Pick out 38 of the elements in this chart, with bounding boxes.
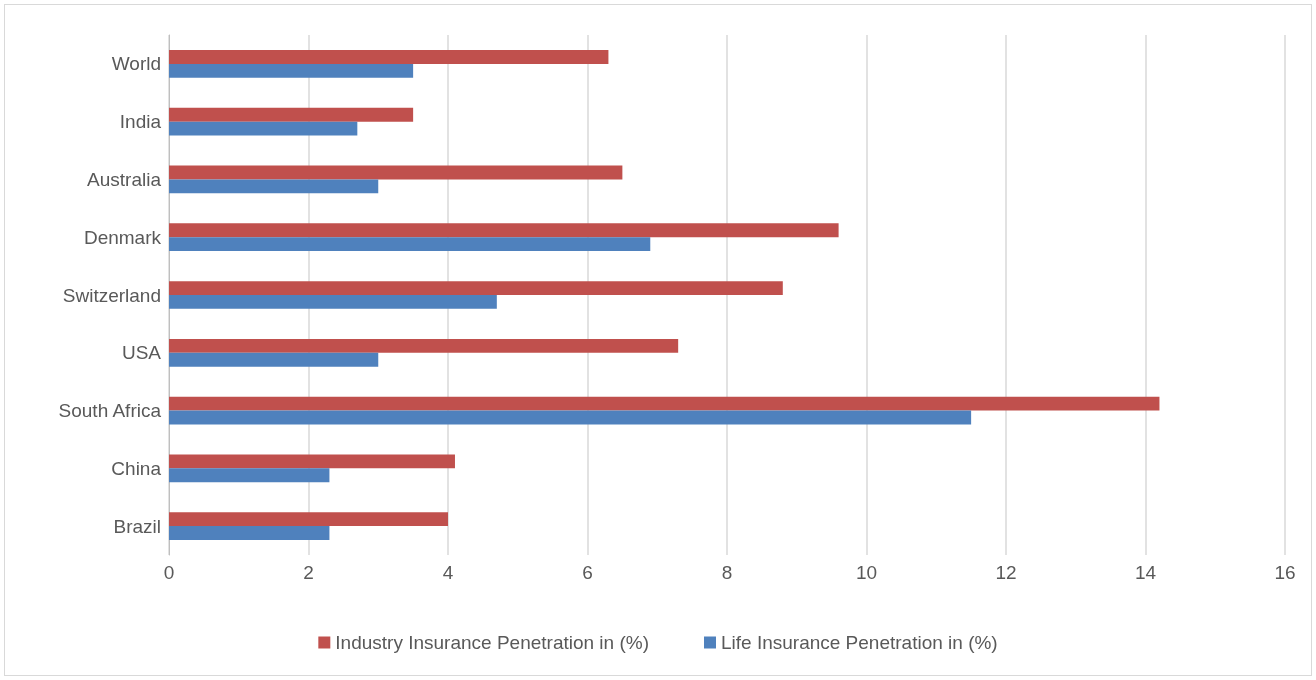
- bar: [169, 165, 623, 180]
- bar: [169, 121, 358, 136]
- bar: [169, 338, 679, 353]
- y-tick-label: Switzerland: [62, 284, 161, 306]
- x-tick-label: 2: [303, 562, 314, 583]
- bar: [169, 396, 1160, 411]
- x-tick-label: 0: [163, 562, 175, 583]
- bar: [169, 237, 651, 252]
- x-tick-label: 14: [1134, 562, 1157, 583]
- y-tick-label: South Africa: [58, 400, 162, 422]
- bar: [169, 352, 379, 367]
- bar: [169, 223, 839, 238]
- y-tick-label: India: [119, 111, 162, 133]
- y-tick-label: USA: [121, 342, 162, 364]
- bar: [169, 179, 379, 194]
- y-tick-label: Australia: [87, 168, 162, 190]
- bar: [169, 50, 609, 64]
- bar: [169, 281, 783, 295]
- legend-label: Life Insurance Penetration in (%): [720, 632, 998, 653]
- bar: [169, 526, 330, 540]
- legend-label: Industry Insurance Penetration in (%): [335, 632, 649, 653]
- x-tick-label: 16: [1274, 562, 1296, 583]
- bar: [169, 63, 414, 78]
- bar: [169, 410, 972, 425]
- y-tick-label: China: [111, 457, 162, 479]
- y-tick-label: Brazil: [113, 515, 161, 537]
- bar: [169, 512, 448, 527]
- x-tick-label: 10: [855, 562, 878, 583]
- x-tick-label: 4: [442, 562, 454, 583]
- x-tick-label: 12: [995, 562, 1017, 583]
- bar: [169, 295, 497, 309]
- x-tick-label: 8: [721, 562, 733, 583]
- x-tick-label: 6: [582, 562, 593, 583]
- bar: [169, 468, 330, 483]
- bar: [169, 107, 414, 122]
- y-tick-label: Denmark: [83, 226, 162, 248]
- bar: [169, 454, 455, 469]
- y-tick-label: World: [111, 53, 161, 75]
